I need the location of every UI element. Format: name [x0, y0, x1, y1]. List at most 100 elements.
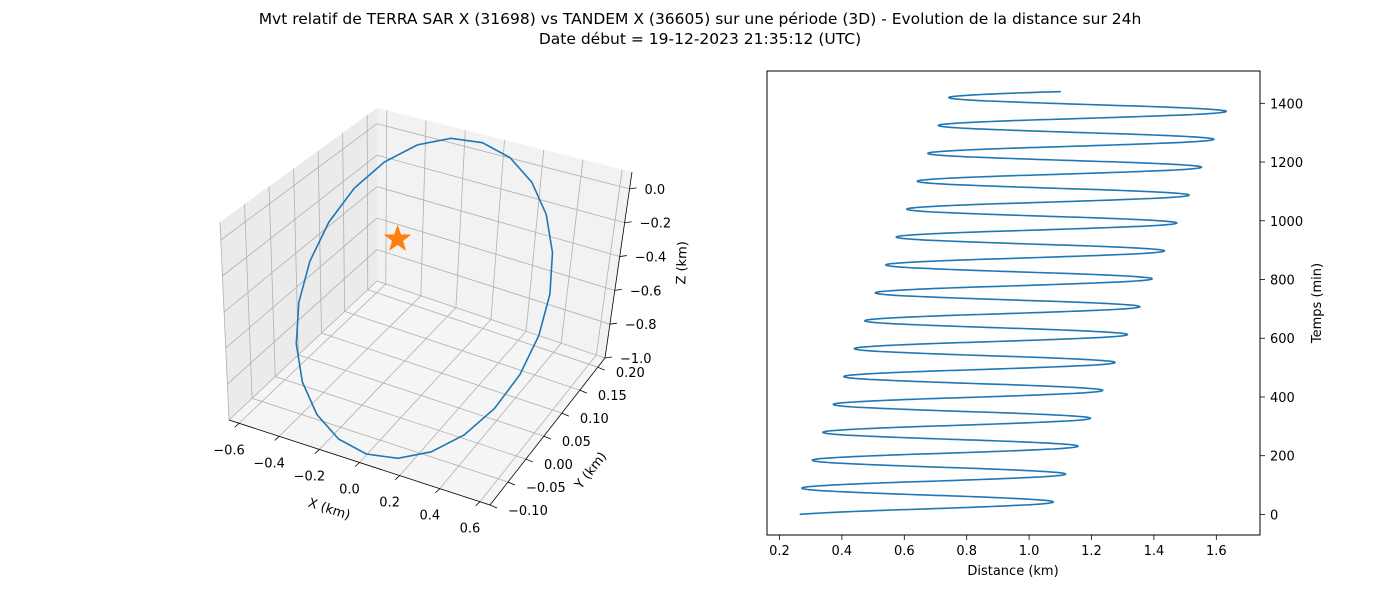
grid-line-z-back — [376, 280, 606, 359]
grid-line-z-back — [376, 154, 625, 224]
grid-line-y-side — [366, 115, 369, 290]
x-tick-3d — [475, 501, 481, 507]
y-tick-label-3d: −0.10 — [508, 504, 548, 519]
grid-line-z-back — [376, 217, 615, 291]
y-tick-label-3d: 0.00 — [544, 458, 573, 473]
ticks-3d: −0.6 −0.4 −0.2 0.0 0.2 0.4 0.6 −0.10 −0.05 0.00 0.… — [213, 183, 671, 537]
y-tick-label: 400 — [1270, 391, 1295, 406]
y-tick-label: 1000 — [1270, 215, 1303, 230]
grid-line-y-floor — [298, 354, 545, 437]
x-tick-3d — [274, 436, 280, 441]
x-tick-label-3d: −0.2 — [294, 469, 326, 484]
y-tick-3d — [525, 458, 534, 463]
grid-line-z-back — [376, 186, 620, 257]
x-axis-label: Distance (km) — [967, 564, 1058, 579]
y-tick-3d — [561, 412, 570, 417]
z-tick-label-3d: −0.2 — [640, 217, 672, 232]
y-tick-label-3d: −0.05 — [526, 481, 566, 496]
y-tick-3d — [579, 389, 588, 394]
grid-line-x-back — [385, 110, 388, 284]
x-tick-label: 1.2 — [1081, 544, 1102, 559]
grid-line-y-floor — [275, 376, 527, 460]
y-tick-3d — [507, 481, 516, 486]
y-tick-label: 800 — [1270, 274, 1295, 289]
grid-line-x-floor — [238, 283, 387, 424]
x-tick-label-3d: 0.2 — [379, 496, 400, 511]
z-tick-3d — [609, 322, 617, 325]
figure-title: Mvt relatif de TERRA SAR X (31698) vs TA… — [259, 10, 1142, 28]
grid-line-z-back — [376, 123, 630, 190]
x-tick-label-3d: −0.4 — [253, 456, 285, 471]
grid-line-x-floor — [399, 331, 527, 476]
star-marker — [383, 224, 412, 251]
x-tick-label: 0.4 — [832, 544, 853, 559]
y-tick-3d — [543, 435, 552, 440]
grid-line-y-floor — [367, 289, 598, 368]
grid-line-z-side — [225, 217, 378, 349]
z-axis-line-3d — [604, 171, 633, 359]
y-tick-label-3d: 0.15 — [598, 389, 627, 404]
y-tick-label: 1400 — [1270, 97, 1303, 112]
pane-floor — [229, 281, 605, 505]
z-axis-label-3d: Z (km) — [674, 241, 691, 285]
distance-series-line — [799, 90, 1228, 516]
grid-line-y-floor — [344, 311, 580, 391]
x-tick-label: 1.0 — [1019, 544, 1040, 559]
grid-line-z-side — [228, 280, 378, 421]
z-tick-label-3d: −0.8 — [625, 318, 657, 333]
grid-line-x-back — [420, 120, 427, 296]
grid-3d — [219, 110, 630, 506]
y-tick-label-3d: 0.10 — [580, 412, 609, 427]
x-tick-label-3d: 0.6 — [460, 522, 481, 537]
x-tick-3d — [395, 475, 400, 480]
y-tick-3d — [597, 366, 605, 371]
grid-line-y-side — [244, 204, 253, 399]
grid-line-x-back — [455, 130, 466, 308]
x-tick-label: 0.2 — [769, 544, 790, 559]
z-tick-3d — [624, 221, 632, 224]
grid-line-x-floor — [319, 307, 457, 450]
z-tick-label-3d: −0.6 — [630, 284, 662, 299]
z-tick-3d — [619, 255, 627, 257]
x-tick-label: 0.6 — [894, 544, 915, 559]
grid-line-z-back — [376, 249, 611, 325]
z-tick-3d — [629, 187, 637, 190]
y-tick-3d — [489, 504, 498, 509]
y-tick-label: 600 — [1270, 332, 1295, 347]
grid-line-z-side — [223, 186, 378, 313]
grid-line-y-side — [342, 132, 346, 312]
grid-line-x-back — [595, 169, 623, 356]
y-axis-line-3d — [489, 357, 606, 506]
z-tick-3d — [604, 356, 613, 359]
orbit-series-line — [295, 137, 554, 460]
z-tick-label-3d: 0.0 — [645, 183, 666, 198]
y-axis-label: Temps (min) — [1310, 263, 1325, 344]
y-tick-label-3d: 0.05 — [562, 435, 591, 450]
y-tick-label: 0 — [1270, 508, 1278, 523]
z-tick-label-3d: −1.0 — [620, 352, 652, 367]
figure-subtitle: Date début = 19-12-2023 21:35:12 (UTC) — [539, 30, 861, 48]
pane-back — [377, 108, 632, 358]
grid-line-y-floor — [252, 397, 509, 483]
plot-frame — [766, 70, 1261, 536]
x-tick-label: 1.6 — [1206, 544, 1227, 559]
x-tick-3d — [354, 462, 360, 467]
z-tick-3d — [614, 288, 622, 291]
x-tick-3d — [435, 488, 441, 494]
grid-line-y-floor — [321, 332, 563, 414]
grid-line-z-side — [220, 123, 378, 241]
x-tick-label-3d: 0.0 — [339, 483, 360, 498]
grid-line-y-side — [219, 221, 230, 421]
y-tick-label: 200 — [1270, 450, 1295, 465]
x-tick-3d — [234, 422, 240, 428]
grid-line-x-back — [560, 159, 584, 344]
ticks-2d: 0.2 0.4 0.6 0.8 1.0 1.2 1.4 1.6 0 200 400 600 800 100… — [769, 97, 1303, 559]
x-tick-label: 1.4 — [1144, 544, 1165, 559]
grid-line-x-floor — [359, 319, 492, 463]
distance-time-plot: 0.2 0.4 0.6 0.8 1.0 1.2 1.4 1.6 0 200 400 600 800 100… — [766, 70, 1325, 579]
grid-line-x-back — [525, 149, 545, 332]
y-axis-label-3d: Y (km) — [572, 450, 611, 493]
orbit-3d-plot: −0.6 −0.4 −0.2 0.0 0.2 0.4 0.6 −0.10 −0.05 0.00 0.… — [213, 108, 691, 537]
x-tick-label: 0.8 — [956, 544, 977, 559]
